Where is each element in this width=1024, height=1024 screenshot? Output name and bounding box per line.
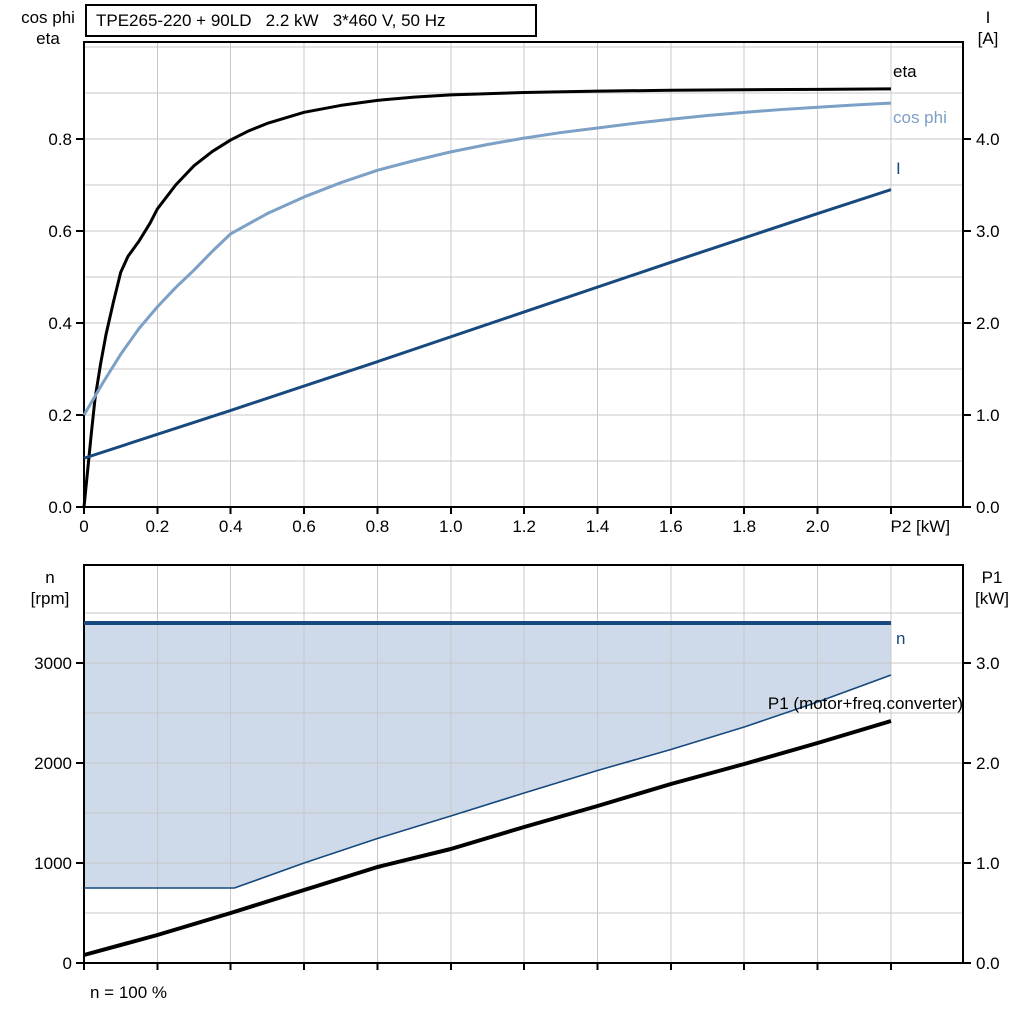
electrical-chart-yright-tick-label: 3.0 bbox=[976, 222, 1000, 241]
chart-title: TPE265-220 + 90LD 2.2 kW 3*460 V, 50 Hz bbox=[96, 10, 446, 30]
axis-title-cosphi-eta: cos phi eta bbox=[21, 8, 75, 48]
electrical-chart-x-tick-label: 0.4 bbox=[219, 517, 243, 536]
speed-power-chart-label-n: n bbox=[896, 629, 905, 648]
electrical-chart-yleft-tick-label: 0.4 bbox=[48, 314, 72, 333]
electrical-chart-yright-tick-label: 0.0 bbox=[976, 498, 1000, 517]
electrical-chart-x-tick-label: 1.4 bbox=[586, 517, 610, 536]
electrical-chart-yleft-tick-label: 0.0 bbox=[48, 498, 72, 517]
speed-percent-note: n = 100 % bbox=[90, 983, 168, 1002]
speed-power-chart-yright-tick-label: 3.0 bbox=[976, 654, 1000, 673]
speed-power-chart-yleft-tick-label: 1000 bbox=[34, 854, 72, 873]
electrical-chart-yleft-tick-label: 0.8 bbox=[48, 130, 72, 149]
speed-power-chart-yleft-tick-label: 2000 bbox=[34, 754, 72, 773]
speed-power-chart-yright-tick-label: 1.0 bbox=[976, 854, 1000, 873]
electrical-chart-label-I: I bbox=[896, 159, 901, 178]
axis-title-current: I [A] bbox=[977, 8, 999, 48]
electrical-chart-curve-I bbox=[83, 188, 892, 460]
electrical-chart-yleft-tick-label: 0.2 bbox=[48, 406, 72, 425]
electrical-chart-x-tick-label: 0.6 bbox=[292, 517, 316, 536]
speed-power-chart-label-P1-(motor+freq.converter): P1 (motor+freq.converter) bbox=[768, 694, 963, 713]
speed-power-chart-yleft-tick-label: 3000 bbox=[34, 654, 72, 673]
electrical-chart-x-tick-label: 1.8 bbox=[732, 517, 756, 536]
electrical-chart-x-tick-label: P2 [kW] bbox=[891, 517, 951, 536]
electrical-chart-yleft-tick-label: 0.6 bbox=[48, 222, 72, 241]
axis-title-p1: P1 [kW] bbox=[975, 568, 1009, 608]
electrical-chart-yright-tick-label: 2.0 bbox=[976, 314, 1000, 333]
speed-power-chart-yright-tick-label: 0.0 bbox=[976, 954, 1000, 973]
electrical-chart-label-cos-phi: cos phi bbox=[893, 108, 947, 127]
electrical-chart-x-tick-label: 1.2 bbox=[512, 517, 536, 536]
electrical-chart-frame bbox=[82, 40, 965, 509]
speed-power-chart-curve-n-min bbox=[84, 674, 892, 889]
speed-power-chart-yright-tick-label: 2.0 bbox=[976, 754, 1000, 773]
electrical-chart-x-tick-label: 1.0 bbox=[439, 517, 463, 536]
electrical-chart-x-tick-label: 2.0 bbox=[806, 517, 830, 536]
electrical-chart-x-tick-label: 0.8 bbox=[366, 517, 390, 536]
axis-title-speed: n [rpm] bbox=[30, 568, 70, 608]
speed-power-chart-shaded-area bbox=[84, 623, 891, 888]
electrical-chart-x-tick-label: 0.2 bbox=[146, 517, 170, 536]
electrical-chart-label-eta: eta bbox=[893, 62, 917, 81]
chart-title-box: TPE265-220 + 90LD 2.2 kW 3*460 V, 50 Hz bbox=[85, 4, 537, 37]
electrical-chart-curve-eta bbox=[82, 87, 891, 508]
electrical-chart-curve-cos-phi bbox=[82, 101, 892, 416]
speed-power-chart-yleft-tick-label: 0 bbox=[63, 954, 72, 973]
electrical-chart-yright-tick-label: 4.0 bbox=[976, 130, 1000, 149]
speed-power-chart-curve-P1 bbox=[83, 719, 892, 957]
electrical-chart-x-tick-label: 1.6 bbox=[659, 517, 683, 536]
electrical-chart-x-tick-label: 0 bbox=[79, 517, 88, 536]
electrical-chart-yright-tick-label: 1.0 bbox=[976, 406, 1000, 425]
